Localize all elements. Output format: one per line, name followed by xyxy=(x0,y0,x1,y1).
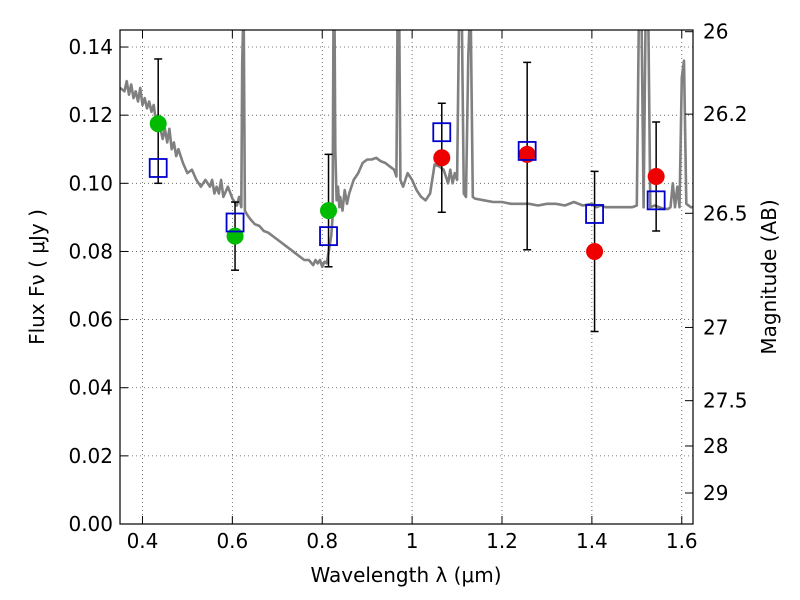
model-square-point xyxy=(646,190,666,211)
y2-tick-label: 29 xyxy=(703,481,728,505)
y2-axis-label: Magnitude (AB) xyxy=(757,199,781,354)
model-square-point xyxy=(432,122,452,143)
green-data-point xyxy=(149,115,167,133)
y2-tick-label: 26 xyxy=(703,20,728,44)
x-tick-label: 1.2 xyxy=(486,529,518,553)
model-square-point xyxy=(148,158,168,178)
tick-layer: 0.4 0.6 0.8 1 1.2 1.4 1.6 0.00 0.02 0.04 0.06 0.08 0… xyxy=(68,20,747,553)
model-square-point xyxy=(585,204,604,224)
y2-tick-label: 27.5 xyxy=(703,389,748,413)
model-square-point xyxy=(225,212,245,233)
x-tick-label: 0.4 xyxy=(127,529,159,553)
x-tick-label: 1.6 xyxy=(666,529,698,553)
model-square-point xyxy=(517,141,537,161)
plot-frame xyxy=(119,29,694,525)
x-axis-label: Wavelength λ (μm) xyxy=(310,563,501,587)
x-tick-label: 1.4 xyxy=(576,529,608,553)
y2-tick-label: 28 xyxy=(703,434,728,458)
x-tick-label: 0.8 xyxy=(306,529,338,553)
y2-tick-label: 26.2 xyxy=(703,102,748,126)
x-tick-label: 1 xyxy=(406,529,419,553)
y-tick-label: 0.10 xyxy=(68,171,113,195)
model-square-point xyxy=(319,226,338,247)
red-data-point xyxy=(647,167,665,185)
point-layer xyxy=(148,115,666,260)
red-data-point xyxy=(586,242,604,260)
y2-tick-label: 26.5 xyxy=(703,201,748,225)
green-data-point xyxy=(320,202,338,220)
y-tick-label: 0.00 xyxy=(68,512,113,536)
y-axis-label: Flux Fν ( μJy ) xyxy=(25,209,49,345)
y-tick-label: 0.08 xyxy=(68,239,113,263)
red-data-point xyxy=(433,149,451,167)
plot-background xyxy=(120,30,693,524)
y-tick-label: 0.06 xyxy=(68,308,113,332)
x-tick-label: 0.6 xyxy=(216,529,248,553)
green-data-point xyxy=(226,227,244,245)
y-tick-label: 0.12 xyxy=(68,103,113,127)
y2-tick-label: 27 xyxy=(703,315,728,339)
y-tick-label: 0.04 xyxy=(68,376,113,400)
y-tick-label: 0.14 xyxy=(68,35,113,59)
y-tick-label: 0.02 xyxy=(68,444,113,468)
